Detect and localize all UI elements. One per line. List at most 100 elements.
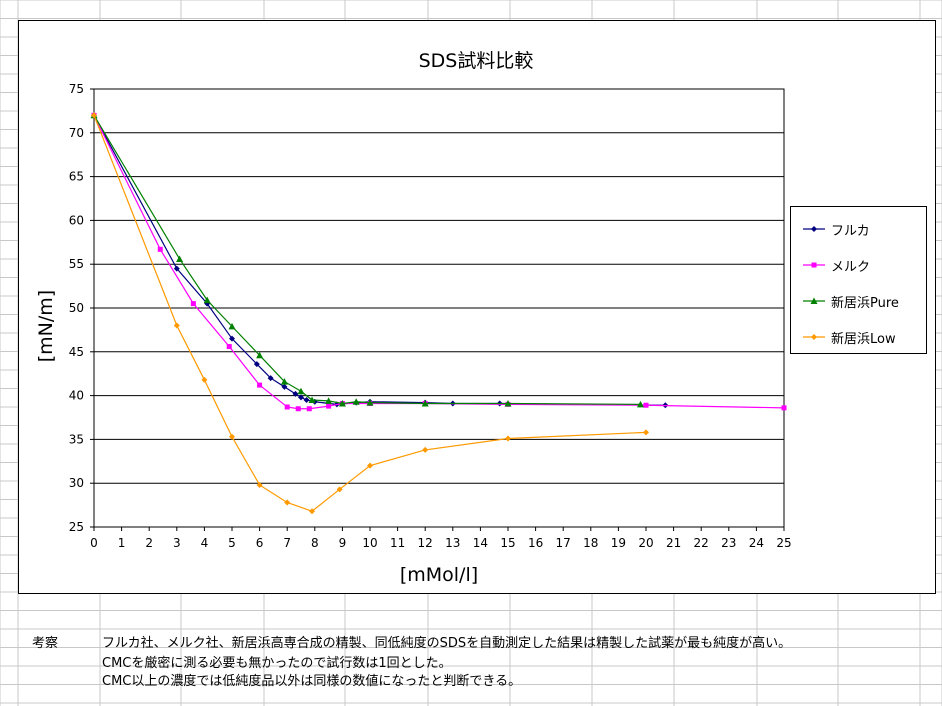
x-tick-label: 24 [749,536,764,550]
legend-label: 新居浜Low [831,332,896,347]
y-tick-label: 60 [69,213,84,227]
y-tick-label: 40 [69,389,84,403]
annotation-line: CMC以上の濃度では低純度品以外は同様の数値になったと判断できる。 [102,674,522,689]
data-point [303,396,310,403]
data-point [226,344,232,350]
data-point [91,112,97,119]
x-tick-label: 8 [311,536,319,550]
data-point [336,486,343,493]
data-point [284,499,291,506]
data-point [504,399,512,407]
y-tick-label: 50 [69,301,84,315]
data-point [636,400,644,408]
x-tick-label: 3 [173,536,181,550]
data-point [256,351,264,359]
data-point [257,382,263,388]
y-tick-label: 35 [69,432,84,446]
data-point [284,404,290,410]
data-point [338,399,346,407]
legend-marker [810,297,818,304]
x-tick-label: 9 [339,536,347,550]
data-point [295,406,301,412]
x-tick-label: 5 [228,536,236,550]
y-tick-label: 65 [69,170,84,184]
x-tick-label: 7 [283,536,291,550]
data-point [176,255,184,262]
x-tick-label: 17 [556,536,571,550]
x-tick-label: 1 [118,536,126,550]
data-point [292,390,299,397]
legend-label: メルク [831,260,871,275]
data-point [253,361,260,368]
legend-marker [811,262,817,268]
x-tick-label: 10 [362,536,377,550]
data-point [781,405,787,411]
legend-swatch [803,262,825,268]
data-point [325,397,333,404]
x-tick-label: 0 [90,536,98,550]
x-tick-label: 12 [418,536,433,550]
data-point [308,396,316,403]
data-point [643,429,649,436]
x-tick-label: 14 [473,536,488,550]
data-point [228,322,236,330]
data-point [280,378,288,385]
annotation-line: CMCを厳密に測る必要も無かったので試行数は1回とした。 [102,656,452,671]
data-point [173,265,180,272]
chart-area[interactable]: 25 30 35 40 45 50 55 60 65 70 75 0 1 2 3 4 5 6 7 8 9 10 11 12 13… [18,20,936,594]
data-point [201,376,208,383]
y-tick-label: 55 [69,257,84,271]
data-point [367,462,373,469]
annotation-line: フルカ社、メルク社、新居浜高専合成の精製、同低純度のSDSを自動測定した結果は精… [102,636,792,651]
x-tick-label: 2 [145,536,153,550]
data-point [281,383,288,390]
x-tick-label: 25 [776,536,791,550]
x-tick-label: 22 [694,536,709,550]
legend-swatch [803,334,825,340]
x-tick-label: 6 [256,536,264,550]
x-tick-label: 15 [500,536,515,550]
annotation-label: 考察 [32,636,59,651]
data-point [229,335,235,342]
data-point [203,296,211,304]
x-axis-label: [mMol/l] [400,564,478,586]
x-tick-label: 11 [390,536,405,550]
data-point [421,399,429,407]
data-point [256,481,263,488]
y-tick-label: 25 [69,520,84,534]
y-tick-label: 75 [69,82,84,96]
y-axis-label: [mN/m] [35,290,57,362]
series-line [93,115,647,512]
data-point [309,508,316,515]
x-tick-label: 13 [445,536,460,550]
data-point [366,399,374,406]
data-point [352,398,360,405]
x-tick-label: 16 [528,536,543,550]
x-tick-label: 21 [666,536,681,550]
data-point [422,446,429,453]
data-point [190,301,196,307]
data-point [173,322,180,329]
y-tick-label: 45 [69,345,84,359]
data-point [505,435,511,442]
data-point [306,406,312,412]
y-tick-label: 30 [69,476,84,490]
series-line [93,114,666,406]
data-point [326,403,332,409]
legend-marker [811,334,817,340]
legend-label: 新居浜Pure [831,296,899,311]
chart-title: SDS試料比較 [419,50,534,72]
legend-label: フルカ [831,224,870,239]
x-tick-label: 20 [638,536,653,550]
x-tick-label: 23 [721,536,736,550]
x-tick-label: 18 [583,536,598,550]
chart-legend: フルカメルク新居浜Pure 新居浜Low [790,206,927,354]
data-point [229,433,235,440]
legend-swatch [803,226,825,232]
x-tick-label: 4 [201,536,209,550]
y-tick-label: 70 [69,126,84,140]
legend-swatch [803,297,825,304]
data-point [643,402,649,408]
legend-marker [811,226,817,232]
